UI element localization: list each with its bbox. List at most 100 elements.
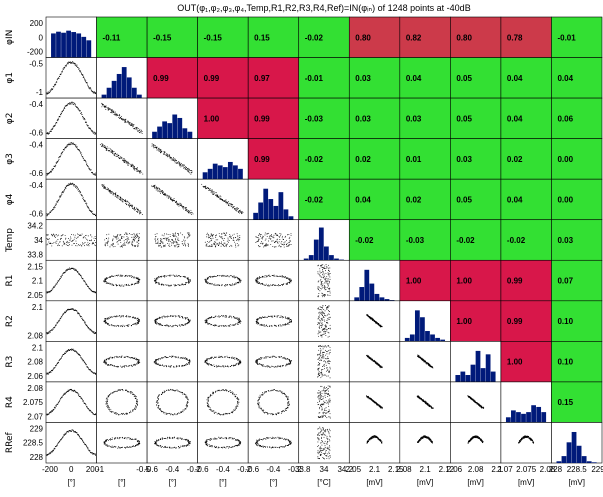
scatter-point — [269, 275, 271, 277]
scatter-point — [224, 284, 226, 286]
scatter-point — [120, 199, 121, 201]
scatter-point — [57, 161, 59, 163]
scatter-point — [139, 210, 141, 212]
scatter-point — [95, 93, 96, 95]
scatter-point — [107, 188, 109, 190]
scatter-point — [214, 284, 216, 286]
scatter-point — [212, 276, 213, 278]
scatter-point — [240, 279, 242, 281]
scatter-point — [122, 315, 124, 316]
scatter-point — [169, 324, 171, 326]
scatter-point — [105, 361, 107, 363]
cell-0-8: 0.80 — [450, 16, 502, 58]
scatter-point — [59, 196, 61, 198]
scatter-point — [59, 278, 61, 280]
scatter-point — [321, 287, 323, 289]
scatter-point — [68, 268, 70, 270]
scatter-point — [319, 290, 321, 292]
scatter-point — [238, 212, 240, 214]
scatter-point — [54, 285, 56, 287]
scatter-point — [114, 153, 116, 154]
scatter-point — [58, 361, 60, 363]
scatter-point — [70, 103, 72, 105]
scatter-point — [71, 62, 73, 64]
scatter-point — [267, 355, 269, 357]
scatter-point — [80, 153, 82, 155]
scatter-point — [179, 163, 181, 165]
scatter-point — [90, 89, 92, 91]
histogram-bar — [177, 117, 183, 139]
scatter-point — [77, 107, 79, 109]
scatter-point — [113, 235, 115, 237]
scatter-point — [50, 171, 52, 172]
scatter-point — [262, 325, 264, 327]
cell-5-3 — [197, 219, 249, 261]
scatter-point — [261, 316, 263, 318]
correlation-value: 1.00 — [456, 277, 472, 286]
scatter-point — [176, 161, 178, 163]
scatter-point — [70, 143, 72, 145]
scatter-point — [232, 207, 234, 209]
scatter-point — [215, 276, 217, 278]
scatter-point — [323, 273, 325, 275]
scatter-point — [156, 146, 158, 148]
scatter-point — [321, 322, 323, 324]
scatter-point — [155, 243, 157, 245]
scatter-point — [320, 276, 322, 278]
scatter-point — [76, 65, 78, 67]
scatter-point — [328, 282, 330, 284]
scatter-point — [236, 233, 238, 235]
scatter-point — [53, 84, 55, 86]
scatter-point — [63, 107, 65, 109]
scatter-point — [209, 282, 211, 284]
scatter-point — [176, 324, 178, 326]
scatter-point — [138, 359, 140, 361]
scatter-point — [327, 318, 328, 320]
scatter-point — [173, 366, 175, 368]
scatter-point — [220, 245, 222, 247]
scatter-point — [157, 190, 159, 192]
scatter-point — [209, 317, 211, 318]
scatter-point — [58, 245, 60, 246]
scatter-point — [59, 155, 61, 157]
scatter-point — [168, 355, 170, 357]
scatter-point — [124, 365, 126, 367]
cell-5-0 — [45, 219, 97, 261]
scatter-point — [156, 359, 158, 361]
scatter-point — [174, 235, 176, 236]
scatter-point — [231, 207, 233, 209]
scatter-point — [108, 237, 110, 239]
cell-8-4 — [247, 341, 300, 383]
scatter-point — [49, 132, 51, 134]
scatter-point — [237, 208, 239, 210]
histogram-bar — [339, 259, 344, 261]
scatter-point — [205, 185, 207, 187]
scatter-point — [228, 284, 230, 286]
scatter-point — [274, 233, 276, 235]
scatter-point — [58, 199, 60, 201]
scatter-point — [207, 278, 209, 279]
scatter-point — [321, 334, 323, 336]
scatter-point — [174, 285, 176, 287]
scatter-point — [137, 240, 139, 242]
scatter-point — [109, 282, 110, 284]
scatter-point — [222, 325, 224, 327]
scatter-point — [133, 124, 135, 126]
scatter-point — [327, 295, 329, 297]
scatter-point — [113, 276, 114, 278]
scatter-point — [106, 189, 108, 191]
scatter-point — [172, 326, 174, 328]
scatter-point — [182, 357, 184, 359]
scatter-point — [52, 368, 54, 370]
scatter-point — [329, 276, 331, 278]
scatter-point — [322, 271, 324, 273]
scatter-point — [137, 246, 139, 248]
scatter-point — [179, 317, 181, 318]
scatter-point — [177, 284, 179, 286]
scatter-point — [205, 360, 206, 362]
scatter-point — [323, 360, 325, 362]
scatter-point — [152, 144, 154, 146]
scatter-point — [94, 91, 96, 93]
scatter-point — [113, 113, 115, 115]
scatter-point — [64, 107, 66, 109]
